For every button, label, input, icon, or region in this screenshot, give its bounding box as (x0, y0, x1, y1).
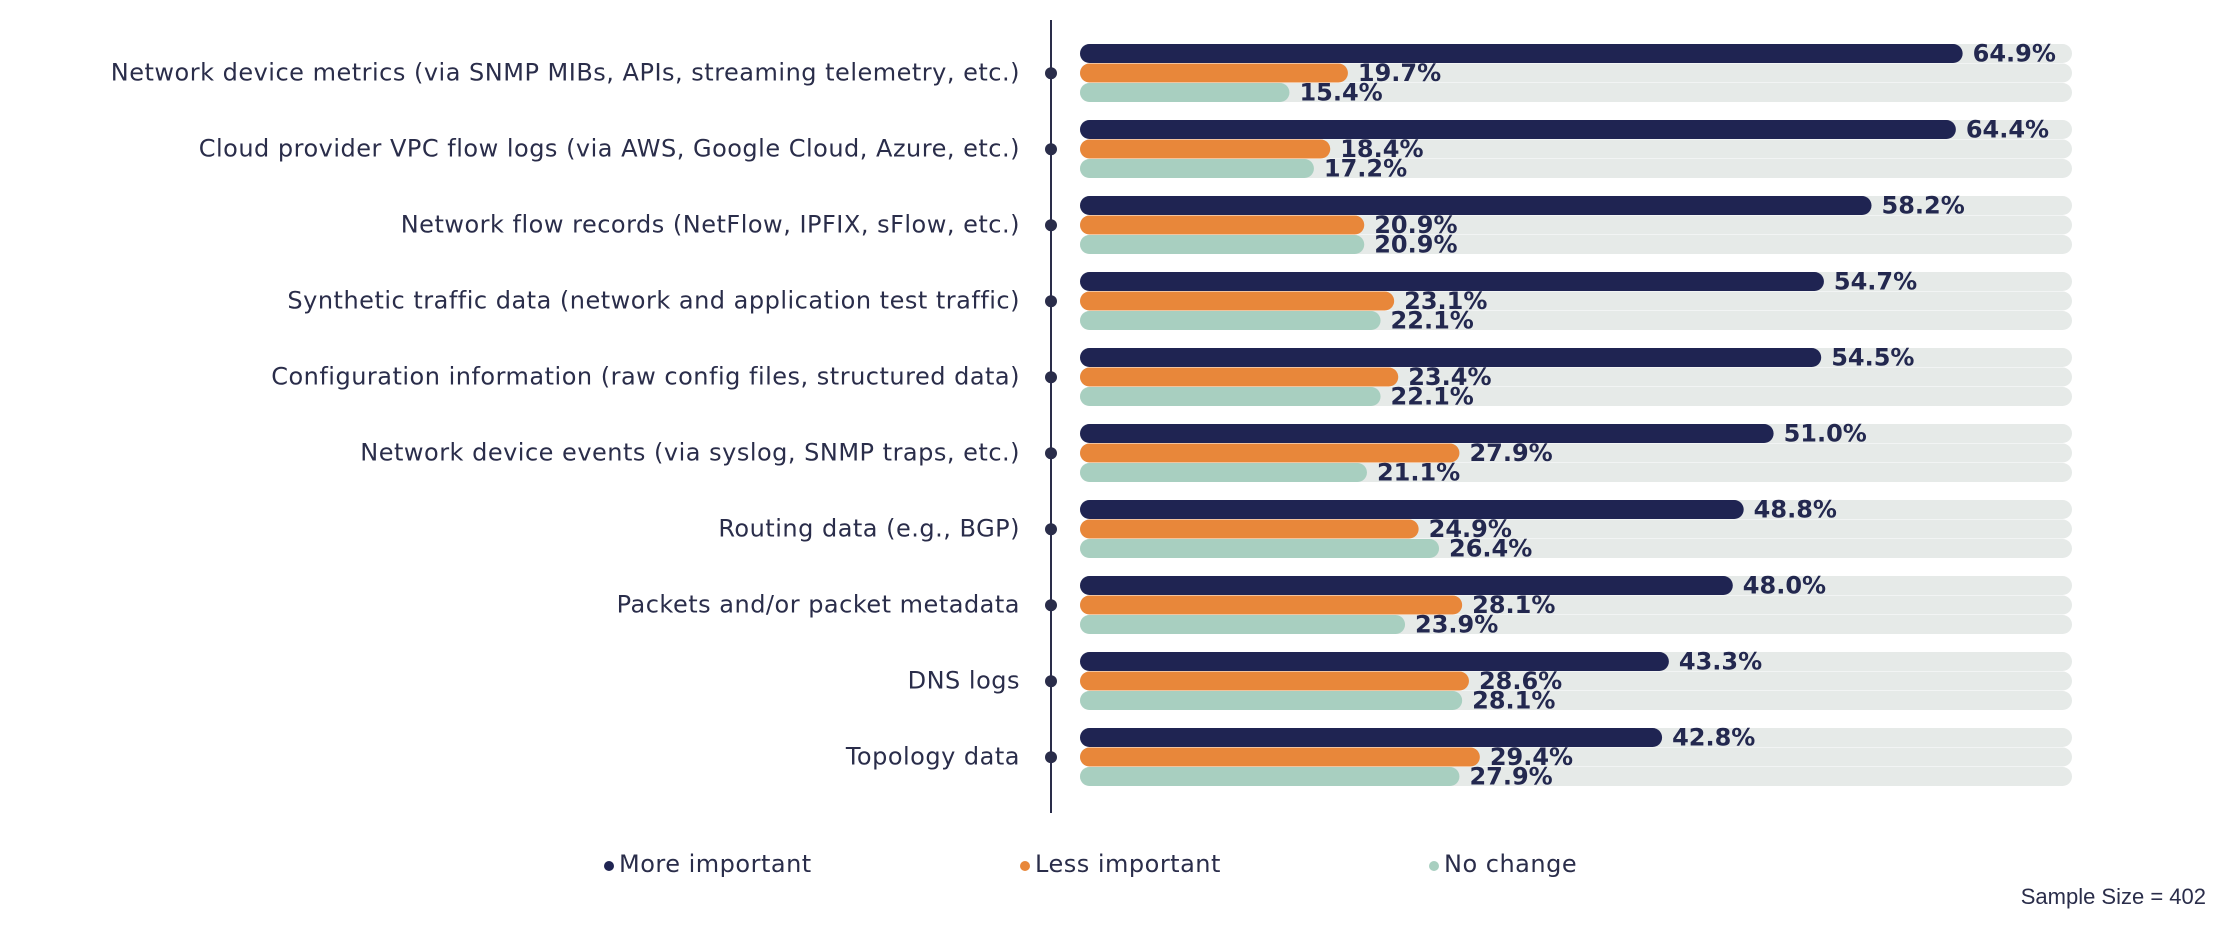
bar (1080, 728, 1663, 747)
bar (1080, 595, 1463, 615)
bar (1080, 139, 1331, 159)
value-label: 43.3% (1679, 648, 1762, 676)
bar (1080, 348, 1822, 367)
bar (1080, 63, 1348, 83)
bar (1080, 196, 1872, 215)
legend-marker (604, 861, 614, 871)
bar (1080, 215, 1365, 235)
value-label: 19.7% (1358, 59, 1441, 87)
legend-marker (1429, 861, 1439, 871)
value-label: 58.2% (1882, 192, 1965, 220)
bar (1080, 235, 1365, 254)
bar (1080, 671, 1469, 691)
value-label: 22.1% (1391, 307, 1474, 335)
axis-dot (1045, 295, 1057, 308)
bar (1080, 539, 1440, 558)
bar (1080, 159, 1314, 178)
value-label: 54.7% (1834, 268, 1917, 296)
value-label: 21.1% (1377, 459, 1460, 487)
legend-marker (1020, 861, 1030, 871)
bar (1080, 691, 1463, 710)
axis-dot (1045, 751, 1057, 764)
bar (1080, 424, 1774, 443)
category-label: Routing data (e.g., BGP) (718, 514, 1020, 542)
value-label: 22.1% (1391, 383, 1474, 411)
bar (1080, 83, 1290, 102)
axis-dot (1045, 523, 1057, 536)
category-label: Cloud provider VPC flow logs (via AWS, G… (199, 134, 1020, 162)
value-label: 20.9% (1374, 231, 1457, 259)
value-label: 29.4% (1490, 743, 1573, 771)
legend-label: More important (619, 850, 812, 878)
value-label: 23.9% (1415, 611, 1498, 639)
value-label: 24.9% (1429, 515, 1512, 543)
value-label: 20.9% (1374, 211, 1457, 239)
value-label: 48.0% (1743, 572, 1826, 600)
bar (1080, 44, 1963, 63)
value-label: 28.1% (1472, 591, 1555, 619)
category-label: Network device events (via syslog, SNMP … (360, 438, 1020, 466)
bar (1080, 272, 1824, 291)
bar (1080, 576, 1733, 595)
axis-dot (1045, 219, 1057, 232)
track (1080, 159, 2072, 178)
value-label: 27.9% (1469, 763, 1552, 791)
value-label: 27.9% (1469, 439, 1552, 467)
bar (1080, 463, 1367, 482)
bar (1080, 367, 1399, 387)
sample-size-note: Sample Size = 402 (2021, 884, 2206, 909)
legend-label: No change (1444, 850, 1577, 878)
bar (1080, 311, 1381, 330)
category-label: Packets and/or packet metadata (617, 590, 1020, 618)
category-label: Network flow records (NetFlow, IPFIX, sF… (401, 210, 1020, 238)
axis-dot (1045, 599, 1057, 612)
bar (1080, 615, 1406, 634)
value-label: 51.0% (1784, 420, 1867, 448)
category-label: Synthetic traffic data (network and appl… (287, 286, 1020, 314)
value-label: 64.4% (1966, 116, 2049, 144)
bar (1080, 291, 1395, 311)
bar (1080, 519, 1419, 539)
axis-dot (1045, 371, 1057, 384)
value-label: 28.6% (1479, 667, 1562, 695)
bar (1080, 120, 1956, 139)
legend-label: Less important (1035, 850, 1221, 878)
value-label: 23.1% (1404, 287, 1487, 315)
value-label: 42.8% (1672, 724, 1755, 752)
value-label: 26.4% (1449, 535, 1532, 563)
bar (1080, 500, 1744, 519)
bar (1080, 767, 1460, 786)
category-label: Topology data (845, 742, 1020, 770)
bar (1080, 387, 1381, 406)
value-label: 54.5% (1831, 344, 1914, 372)
value-label: 28.1% (1472, 687, 1555, 715)
category-label: Network device metrics (via SNMP MIBs, A… (111, 58, 1020, 86)
value-label: 48.8% (1754, 496, 1837, 524)
category-label: DNS logs (908, 666, 1020, 694)
category-label: Configuration information (raw config fi… (271, 362, 1020, 390)
bar (1080, 747, 1480, 767)
bar (1080, 443, 1460, 463)
axis-dot (1045, 675, 1057, 688)
axis-dot (1045, 447, 1057, 460)
axis-dot (1045, 143, 1057, 156)
value-label: 15.4% (1299, 79, 1382, 107)
bar (1080, 652, 1669, 671)
value-label: 18.4% (1340, 135, 1423, 163)
axis-dot (1045, 67, 1057, 80)
value-label: 23.4% (1408, 363, 1491, 391)
value-label: 17.2% (1324, 155, 1407, 183)
track (1080, 83, 2072, 102)
value-label: 64.9% (1973, 40, 2056, 68)
